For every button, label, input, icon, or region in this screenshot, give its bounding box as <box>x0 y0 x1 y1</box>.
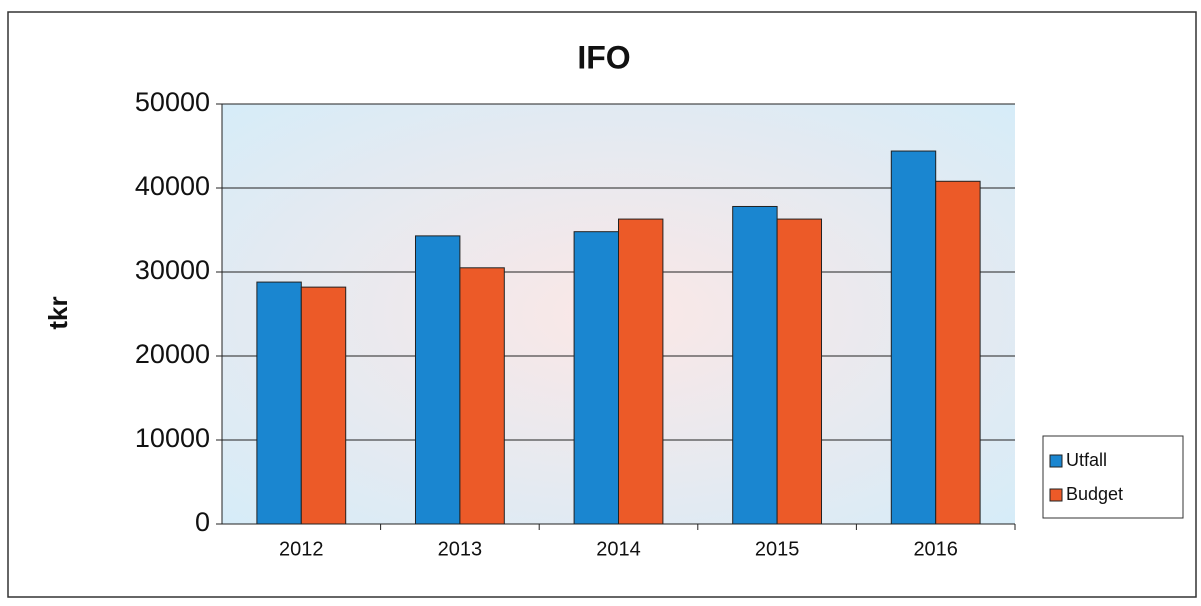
bar <box>414 235 461 525</box>
legend-swatch <box>1049 488 1063 502</box>
bar <box>459 267 505 525</box>
bar <box>256 281 302 525</box>
y-tick-label: 20000 <box>135 339 210 369</box>
y-tick-label: 40000 <box>135 171 210 201</box>
x-tick-label: 2012 <box>279 538 324 560</box>
legend-label: Utfall <box>1066 450 1107 470</box>
bar <box>732 205 778 525</box>
legend-label: Budget <box>1066 484 1123 504</box>
chart-title: IFO <box>577 39 630 75</box>
x-tick-label: 2014 <box>596 538 641 560</box>
bar <box>890 150 937 525</box>
bar <box>300 286 347 525</box>
x-tick-label: 2015 <box>755 538 800 560</box>
bar <box>618 218 664 525</box>
bar <box>776 218 823 525</box>
y-tick-label: 10000 <box>135 423 210 453</box>
x-tick-label: 2016 <box>913 538 958 560</box>
x-tick-label: 2013 <box>438 538 483 560</box>
y-tick-label: 30000 <box>135 255 210 285</box>
y-tick-label: 50000 <box>135 87 210 117</box>
y-axis-label: tkr <box>43 296 73 329</box>
legend-swatch <box>1049 454 1063 468</box>
legend <box>1042 435 1184 519</box>
y-tick-label: 0 <box>195 507 210 537</box>
bar <box>935 180 981 525</box>
bar <box>573 231 619 525</box>
